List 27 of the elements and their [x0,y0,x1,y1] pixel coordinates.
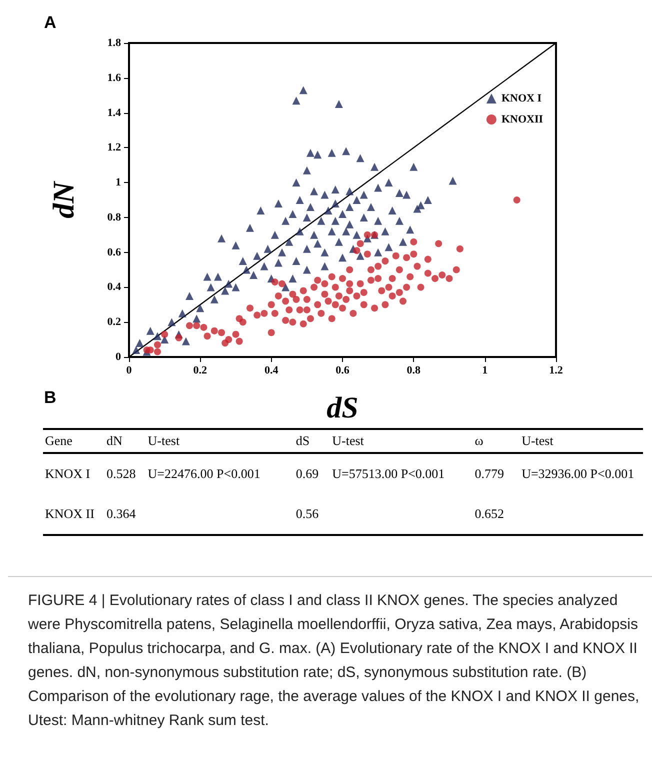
y-tick-label: 0.6 [107,246,122,258]
x-tick-label: 0.4 [264,364,279,376]
y-tick-label: 0.2 [107,316,122,328]
legend-label: KNOX I [501,92,542,104]
x-tick-label: 0 [126,364,132,376]
legend-label: KNOXII [501,114,543,126]
text: A [44,13,56,32]
text: KNOX I 0.528 U=22476.00 P<0.001 0.69 U=57513.00 P<0.001 0.779 U=32936.00 P<0.001 [45,466,634,481]
y-tick-label: 0.8 [107,211,122,224]
x-tick-label: 0.6 [336,364,350,376]
x-tick-label: 1.2 [549,364,564,376]
y-tick-label: 0 [116,351,122,363]
y-tick-label: 0.4 [107,281,122,294]
text: Gene dN U-test dS U-test ω U-test [45,433,554,448]
caption: FIGURE 4 | Evolutionary rates of class I and class II KNOX genes. The species analyzed were Physcomitrella patens, Selaginella moellendorffii, Oryza sativa, Zea mays, Arabidopsis thaliana, Populus trichocarpa, and G. max. (A) Evolutionary rate of the KNOX I and KNOX II genes. dN, non-synonymous substitution rate; dS, synonymous substitution rate. (B) Comparison of the evolutionary rage, the average values of the KNOX I and KNOX II genes, Utest: Mann-whitney Rank sum test. [8,576,652,745]
y-tick-label: 1.6 [107,72,122,84]
text: B [44,388,56,408]
text: KNOX II 0.364 0.56 0.652 [45,506,504,521]
y-tick-label: 1.4 [107,106,122,119]
y-axis-title: dN [48,180,80,218]
x-axis-title: dS [326,392,358,424]
y-tick-label: 1.2 [107,142,122,154]
x-tick-label: 0.2 [193,364,208,376]
y-tick-label: 1.8 [107,37,122,49]
y-tick-label: 1 [116,176,121,189]
x-tick-label: 1 [482,364,488,376]
x-tick-label: 0.8 [406,364,422,376]
